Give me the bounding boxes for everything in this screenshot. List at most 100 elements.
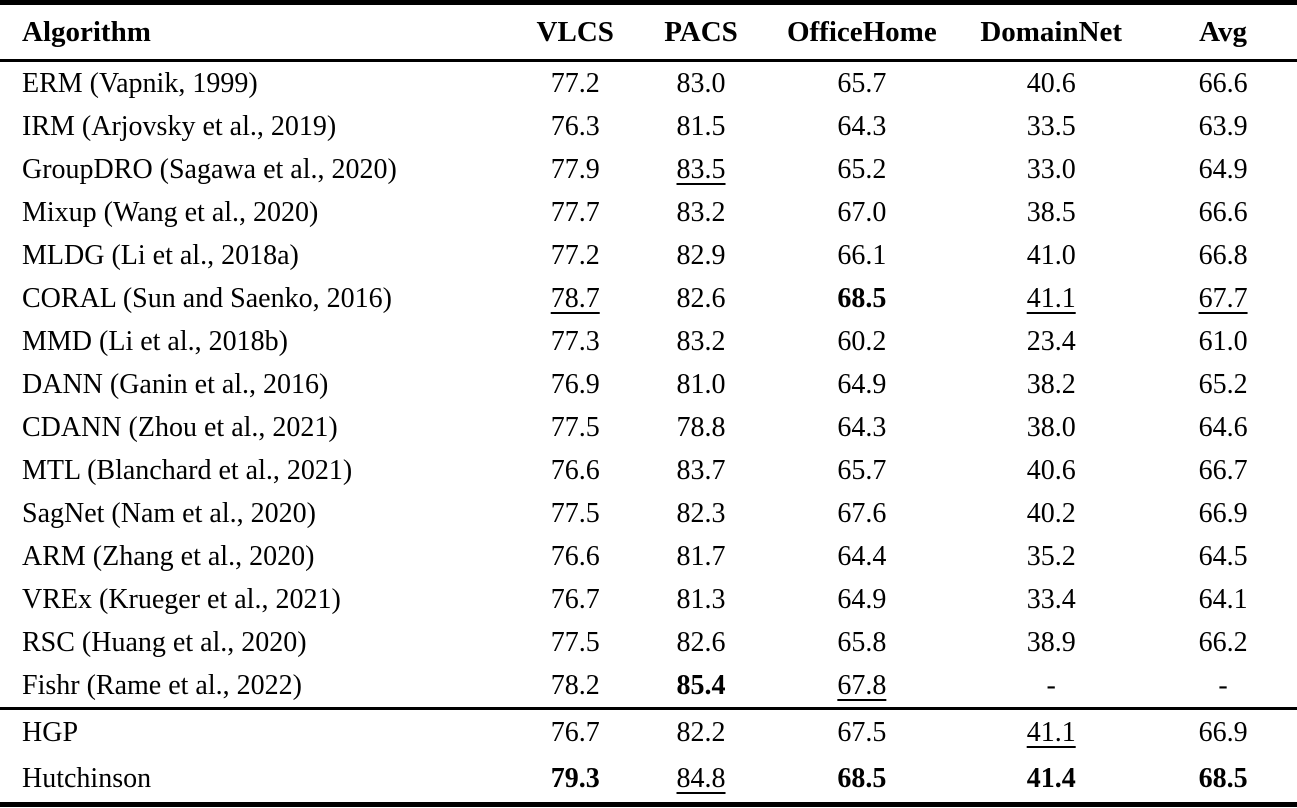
table-row: DANN (Ganin et al., 2016) 76.9 81.0 64.9 38.… xyxy=(0,363,1297,406)
score-cell: 67.0 xyxy=(837,196,887,228)
column-header-vlcs: VLCS xyxy=(536,15,614,48)
score-cell: 66.8 xyxy=(1198,239,1248,271)
algorithm-name: HGP xyxy=(22,717,79,748)
score-cell: 76.9 xyxy=(550,368,600,400)
score-cell: 66.7 xyxy=(1198,454,1248,486)
score-cell: 66.6 xyxy=(1198,196,1248,228)
score-cell: 41.1 xyxy=(1026,282,1076,314)
table-row: ERM (Vapnik, 1999) 77.2 83.0 65.7 40.6 66.6 xyxy=(0,61,1297,106)
score-cell: 76.7 xyxy=(550,583,600,615)
score-cell: 77.3 xyxy=(550,325,600,357)
table-row: MTL (Blanchard et al., 2021) 76.6 83.7 65.7… xyxy=(0,449,1297,492)
score-cell: 83.2 xyxy=(676,196,726,228)
score-cell: 38.5 xyxy=(1026,196,1076,228)
score-cell: 83.2 xyxy=(676,325,726,357)
score-cell: 81.5 xyxy=(676,110,726,142)
table-row: ARM (Zhang et al., 2020) 76.6 81.7 64.4 35.2… xyxy=(0,535,1297,578)
score-cell: 85.4 xyxy=(676,669,726,701)
algorithm-name: VREx (Krueger et al., 2021) xyxy=(22,583,341,615)
score-cell: 81.3 xyxy=(676,583,726,615)
score-cell: 77.5 xyxy=(550,626,600,658)
table-row: Mixup (Wang et al., 2020) 77.7 83.2 67.0 38.… xyxy=(0,191,1297,234)
score-cell: 65.7 xyxy=(837,454,887,486)
algorithm-name: IRM (Arjovsky et al., 2019) xyxy=(22,110,337,142)
score-cell: 65.8 xyxy=(837,626,887,658)
score-cell: - xyxy=(1218,669,1228,701)
score-cell: 61.0 xyxy=(1198,325,1248,357)
score-cell: 40.2 xyxy=(1026,497,1076,529)
score-cell: 83.7 xyxy=(676,454,726,486)
score-cell: 41.0 xyxy=(1026,239,1076,271)
score-cell: 64.5 xyxy=(1198,540,1248,572)
table-row: GroupDRO (Sagawa et al., 2020) 77.9 83.5 65… xyxy=(0,148,1297,191)
table-row: Hutchinson 79.3 84.8 68.5 41.4 68.5 xyxy=(0,756,1297,805)
header-row: Algorithm VLCS PACS OfficeHome DomainNet… xyxy=(0,3,1297,61)
score-cell: 64.9 xyxy=(837,368,887,400)
score-cell: 41.1 xyxy=(1026,717,1076,748)
score-cell: 38.2 xyxy=(1026,368,1076,400)
score-cell: 63.9 xyxy=(1198,110,1248,142)
score-cell: 81.7 xyxy=(676,540,726,572)
algorithm-name: MMD (Li et al., 2018b) xyxy=(22,325,288,357)
algorithm-name: SagNet (Nam et al., 2020) xyxy=(22,497,316,529)
proposed-methods-section: HGP 76.7 82.2 67.5 41.1 66.9 Hutchinson 79.3 84.… xyxy=(0,709,1297,805)
algorithm-name: MTL (Blanchard et al., 2021) xyxy=(22,454,353,486)
score-cell: - xyxy=(1046,669,1056,701)
score-cell: 33.5 xyxy=(1026,110,1076,142)
algorithm-name: Hutchinson xyxy=(22,763,152,794)
column-header-officehome: OfficeHome xyxy=(786,15,937,48)
score-cell: 66.9 xyxy=(1198,497,1248,529)
algorithm-name: Mixup (Wang et al., 2020) xyxy=(22,196,319,228)
score-cell: 23.4 xyxy=(1026,325,1076,357)
table-row: SagNet (Nam et al., 2020) 77.5 82.3 67.6 40.… xyxy=(0,492,1297,535)
baselines-section: ERM (Vapnik, 1999) 77.2 83.0 65.7 40.6 66.6 IR… xyxy=(0,61,1297,709)
score-cell: 77.2 xyxy=(550,67,600,99)
score-cell: 76.6 xyxy=(550,454,600,486)
table-row: IRM (Arjovsky et al., 2019) 76.3 81.5 64.3 3… xyxy=(0,105,1297,148)
score-cell: 35.2 xyxy=(1026,540,1076,572)
algorithm-name: CORAL (Sun and Saenko, 2016) xyxy=(22,282,392,314)
score-cell: 66.6 xyxy=(1198,67,1248,99)
score-cell: 82.2 xyxy=(676,717,726,748)
score-cell: 67.7 xyxy=(1198,282,1248,314)
algorithm-name: GroupDRO (Sagawa et al., 2020) xyxy=(22,153,397,185)
score-cell: 84.8 xyxy=(676,763,726,794)
table-row: HGP 76.7 82.2 67.5 41.1 66.9 xyxy=(0,709,1297,757)
table-row: MMD (Li et al., 2018b) 77.3 83.2 60.2 23.4 61… xyxy=(0,320,1297,363)
algorithm-name: DANN (Ganin et al., 2016) xyxy=(22,368,329,400)
score-cell: 68.5 xyxy=(837,282,887,314)
score-cell: 64.4 xyxy=(837,540,887,572)
score-cell: 64.3 xyxy=(837,411,887,443)
score-cell: 38.0 xyxy=(1026,411,1076,443)
score-cell: 81.0 xyxy=(676,368,726,400)
column-header-domainnet: DomainNet xyxy=(980,15,1123,48)
score-cell: 68.5 xyxy=(837,763,887,794)
score-cell: 64.3 xyxy=(837,110,887,142)
score-cell: 40.6 xyxy=(1026,454,1076,486)
table-row: MLDG (Li et al., 2018a) 77.2 82.9 66.1 41.0 6… xyxy=(0,234,1297,277)
score-cell: 60.2 xyxy=(837,325,887,357)
column-header-pacs: PACS xyxy=(664,15,738,48)
score-cell: 67.8 xyxy=(837,669,887,701)
score-cell: 66.2 xyxy=(1198,626,1248,658)
score-cell: 82.3 xyxy=(676,497,726,529)
score-cell: 83.0 xyxy=(676,67,726,99)
score-cell: 64.9 xyxy=(1198,153,1248,185)
score-cell: 65.2 xyxy=(1198,368,1248,400)
score-cell: 82.6 xyxy=(676,626,726,658)
table-row: RSC (Huang et al., 2020) 77.5 82.6 65.8 38.9… xyxy=(0,621,1297,664)
column-header-algorithm: Algorithm xyxy=(22,15,151,48)
table-header: Algorithm VLCS PACS OfficeHome DomainNet… xyxy=(0,3,1297,61)
score-cell: 76.6 xyxy=(550,540,600,572)
score-cell: 82.6 xyxy=(676,282,726,314)
score-cell: 64.6 xyxy=(1198,411,1248,443)
score-cell: 41.4 xyxy=(1026,763,1076,794)
algorithm-name: MLDG (Li et al., 2018a) xyxy=(22,239,299,271)
score-cell: 79.3 xyxy=(550,763,600,794)
score-cell: 65.2 xyxy=(837,153,887,185)
score-cell: 33.0 xyxy=(1026,153,1076,185)
score-cell: 78.8 xyxy=(676,411,726,443)
score-cell: 76.7 xyxy=(550,717,600,748)
score-cell: 68.5 xyxy=(1198,763,1248,794)
